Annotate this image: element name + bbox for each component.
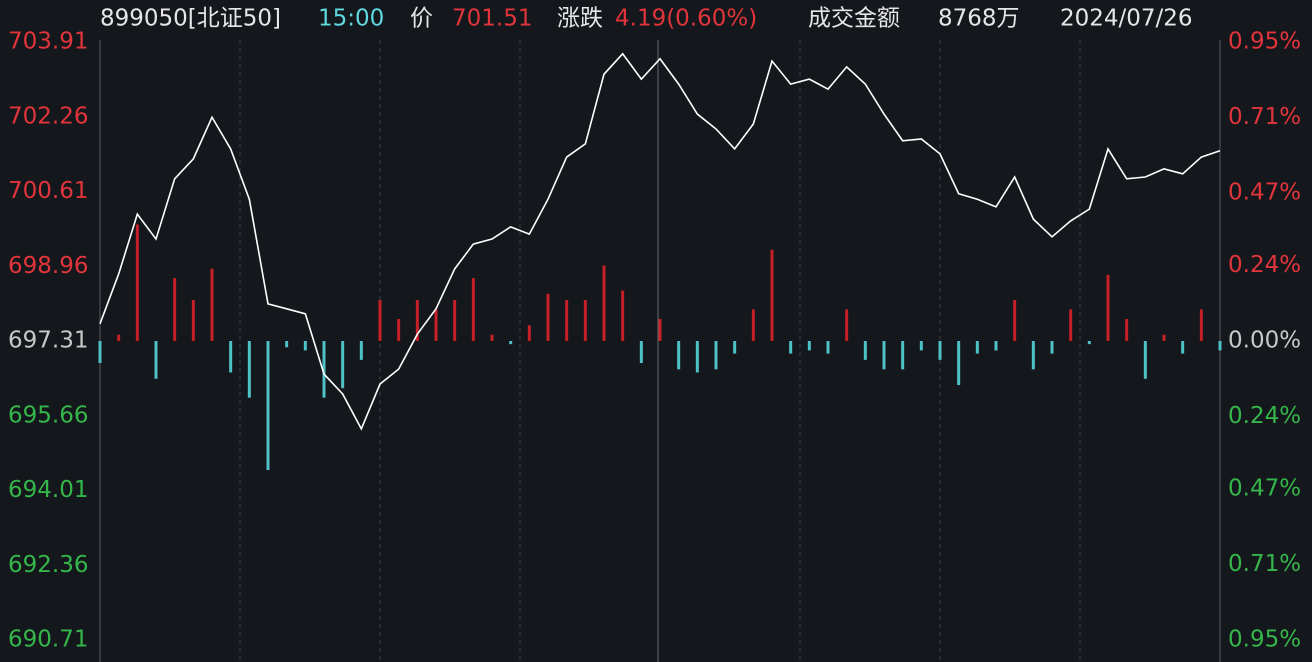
y-tick-label: 690.71 — [8, 627, 88, 653]
bar — [807, 341, 811, 351]
bar — [98, 341, 102, 364]
y2-tick-label: 0.95% — [1228, 29, 1301, 55]
y-tick-label: 703.91 — [8, 29, 88, 55]
y-tick-label: 695.66 — [8, 402, 88, 428]
bar — [639, 341, 643, 364]
bar — [509, 341, 513, 345]
bar — [751, 309, 755, 341]
y2-tick-label: 0.95% — [1228, 627, 1301, 653]
bar — [191, 300, 195, 341]
bar — [1013, 300, 1017, 341]
bar — [1199, 309, 1203, 341]
bar — [621, 290, 625, 341]
bar — [658, 318, 662, 341]
bar — [490, 334, 494, 341]
change: 4.19(0.60%) — [615, 6, 757, 32]
bar — [975, 341, 979, 354]
change-label: 涨跌 — [557, 6, 603, 32]
bar — [378, 300, 382, 341]
bar — [733, 341, 737, 354]
turnover-label: 成交金额 — [808, 6, 900, 32]
y-tick-label: 698.96 — [8, 253, 88, 279]
bar — [695, 341, 699, 373]
bar — [117, 334, 121, 341]
bar — [714, 341, 718, 370]
bar — [266, 341, 270, 471]
bar — [1162, 334, 1166, 341]
turnover: 8768万 — [938, 6, 1020, 32]
y2-tick-label: 0.71% — [1228, 551, 1301, 577]
y-tick-label: 694.01 — [8, 477, 88, 503]
bar — [434, 309, 438, 341]
y2-tick-label: 0.47% — [1228, 180, 1301, 206]
bar — [1218, 341, 1222, 351]
bar — [938, 341, 942, 360]
bar — [415, 300, 419, 341]
bar — [770, 249, 774, 341]
bar — [602, 265, 606, 341]
price-label: 价 — [410, 6, 433, 32]
bar — [1031, 341, 1035, 370]
y-tick-label: 692.36 — [8, 552, 88, 578]
bar — [789, 341, 793, 354]
bar — [229, 341, 233, 373]
bar — [359, 341, 363, 360]
y-tick-label: 700.61 — [8, 178, 88, 204]
y-tick-label: 702.26 — [8, 103, 88, 129]
bar — [285, 341, 289, 348]
bar — [247, 341, 251, 398]
price-line — [99, 52, 1221, 431]
bar — [546, 293, 550, 341]
bar — [863, 341, 867, 360]
index-code: 899050[北证50] — [100, 6, 281, 32]
bar — [1069, 309, 1073, 341]
bar — [845, 309, 849, 341]
bar — [994, 341, 998, 351]
bar — [583, 300, 587, 341]
y2-tick-label: 0.47% — [1228, 475, 1301, 501]
time: 15:00 — [318, 6, 384, 32]
bar — [154, 341, 158, 379]
bar — [322, 341, 326, 398]
bar — [1181, 341, 1185, 354]
bar — [957, 341, 961, 386]
bar — [1106, 274, 1110, 341]
y2-tick-label: 0.00% — [1228, 328, 1301, 354]
bar — [397, 318, 401, 341]
bar — [303, 341, 307, 351]
y-tick-label: 697.31 — [8, 328, 88, 354]
bar — [677, 341, 681, 370]
bar — [471, 278, 475, 341]
bar — [1050, 341, 1054, 354]
y2-tick-label: 0.24% — [1228, 403, 1301, 429]
y2-tick-label: 0.71% — [1228, 104, 1301, 130]
price: 701.51 — [452, 6, 532, 32]
bar — [173, 278, 177, 341]
bar — [341, 341, 345, 389]
bar — [210, 268, 214, 341]
date: 2024/07/26 — [1060, 6, 1193, 32]
bar — [135, 224, 139, 341]
bar — [527, 325, 531, 341]
bar — [565, 300, 569, 341]
bar — [826, 341, 830, 354]
bar — [901, 341, 905, 370]
bar — [1143, 341, 1147, 379]
bar — [1125, 318, 1129, 341]
y2-tick-label: 0.24% — [1228, 252, 1301, 278]
bar — [882, 341, 886, 370]
bar — [1087, 341, 1091, 345]
bar — [919, 341, 923, 351]
bar — [453, 300, 457, 341]
